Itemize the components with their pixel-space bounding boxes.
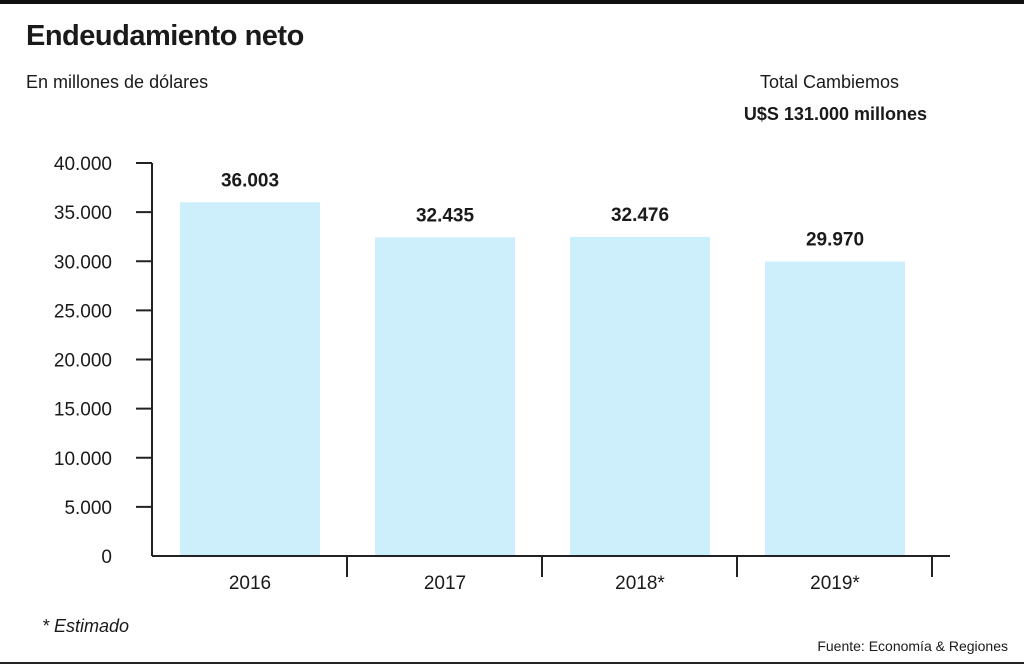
y-tick-label: 25.000 <box>54 301 112 322</box>
bottom-rule <box>0 662 1024 664</box>
chart-subtitle: En millones de dólares <box>26 72 209 92</box>
bar-value-label: 36.003 <box>221 170 279 191</box>
x-axis: 2016 2017 2018* 2019* <box>152 555 950 594</box>
total-value: U$S 131.000 millones <box>743 104 927 124</box>
bar-value-label: 29.970 <box>806 230 864 251</box>
bar <box>180 202 320 557</box>
y-tick-label: 0 <box>101 547 112 568</box>
x-tick-label: 2019* <box>810 573 860 594</box>
bar-value-label: 32.476 <box>611 205 669 226</box>
bar <box>765 261 905 556</box>
source-note: Fuente: Economía & Regiones <box>817 638 1008 654</box>
x-tick-label: 2017 <box>424 573 466 594</box>
y-tick-label: 15.000 <box>54 400 112 421</box>
y-tick-label: 20.000 <box>54 351 112 372</box>
y-tick-label: 30.000 <box>54 252 112 273</box>
bar <box>375 237 515 557</box>
top-rule <box>0 0 1024 4</box>
y-tick-label: 40.000 <box>54 154 112 175</box>
x-tick-label: 2018* <box>615 573 665 594</box>
chart-title: Endeudamiento neto <box>26 20 304 52</box>
y-tick-label: 10.000 <box>54 449 112 470</box>
bar-value-label: 32.435 <box>416 205 475 226</box>
bar <box>570 236 710 557</box>
y-axis: 0 5.000 10.000 15.000 20.000 25.000 30.000 35.0… <box>54 154 153 568</box>
x-tick-label: 2016 <box>229 573 271 594</box>
bars: 36.003 32.435 32.476 29.970 <box>180 170 905 557</box>
y-tick-label: 5.000 <box>64 498 112 519</box>
footnote: * Estimado <box>42 616 130 636</box>
y-tick-label: 35.000 <box>54 203 112 224</box>
total-label: Total Cambiemos <box>759 72 899 92</box>
